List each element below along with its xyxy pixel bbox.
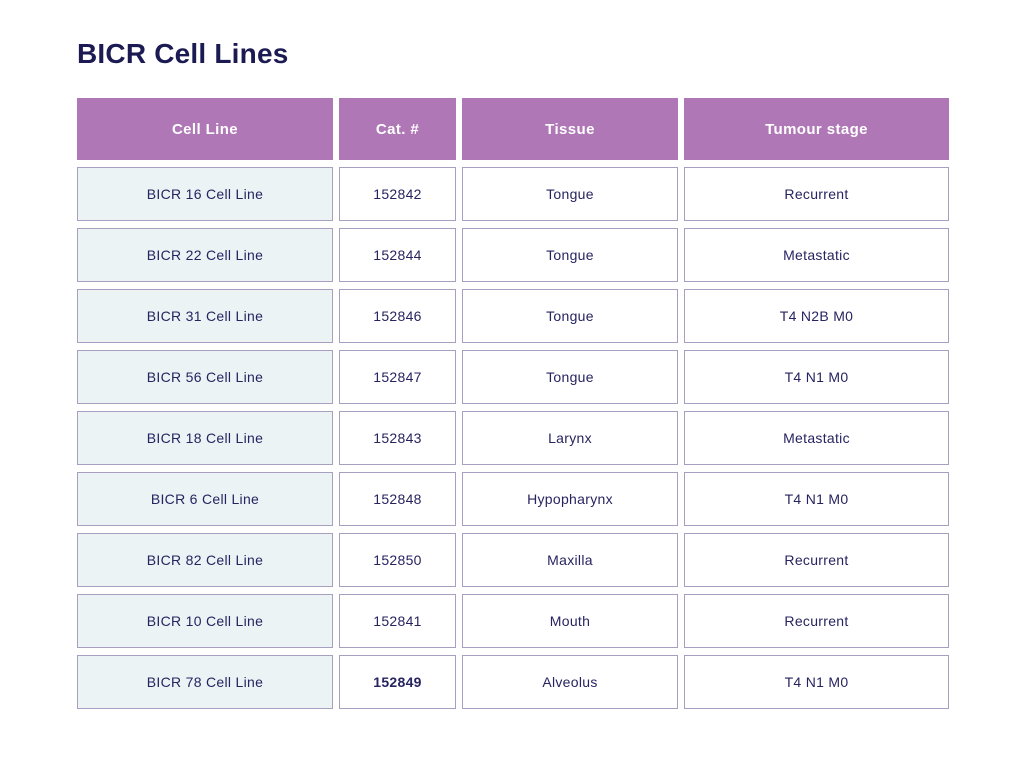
cell-tissue: Mouth — [462, 594, 678, 648]
cell-cell-line: BICR 16 Cell Line — [77, 167, 333, 221]
cell-cat-number: 152844 — [339, 228, 456, 282]
cell-tumour-stage: Metastatic — [684, 228, 949, 282]
cell-cell-line: BICR 22 Cell Line — [77, 228, 333, 282]
cell-cat-number: 152843 — [339, 411, 456, 465]
column-header-cat-number: Cat. # — [339, 98, 456, 160]
cell-cat-number: 152841 — [339, 594, 456, 648]
cell-cell-line: BICR 78 Cell Line — [77, 655, 333, 709]
cell-tissue: Hypopharynx — [462, 472, 678, 526]
cell-cell-line: BICR 82 Cell Line — [77, 533, 333, 587]
cell-cat-number: 152842 — [339, 167, 456, 221]
page-title: BICR Cell Lines — [77, 38, 289, 69]
cell-tumour-stage: Recurrent — [684, 533, 949, 587]
cell-tissue: Tongue — [462, 167, 678, 221]
cell-lines-table: Cell Line Cat. # Tissue Tumour stage BICR 16… — [77, 98, 949, 709]
cell-cat-number: 152846 — [339, 289, 456, 343]
cell-cell-line: BICR 18 Cell Line — [77, 411, 333, 465]
cell-tissue: Tongue — [462, 228, 678, 282]
cell-tumour-stage: T4 N1 M0 — [684, 655, 949, 709]
cell-cell-line: BICR 10 Cell Line — [77, 594, 333, 648]
cell-tumour-stage: Recurrent — [684, 167, 949, 221]
cell-tissue: Tongue — [462, 350, 678, 404]
column-header-tissue: Tissue — [462, 98, 678, 160]
cell-tumour-stage: Recurrent — [684, 594, 949, 648]
cell-cell-line: BICR 6 Cell Line — [77, 472, 333, 526]
cell-cat-number: 152848 — [339, 472, 456, 526]
cell-cat-number: 152847 — [339, 350, 456, 404]
cell-tumour-stage: T4 N1 M0 — [684, 472, 949, 526]
cell-cat-number: 152850 — [339, 533, 456, 587]
cell-tissue: Maxilla — [462, 533, 678, 587]
cell-cell-line: BICR 56 Cell Line — [77, 350, 333, 404]
cell-tumour-stage: T4 N2B M0 — [684, 289, 949, 343]
cell-tissue: Tongue — [462, 289, 678, 343]
cell-cat-number: 152849 — [339, 655, 456, 709]
column-header-tumour-stage: Tumour stage — [684, 98, 949, 160]
cell-cell-line: BICR 31 Cell Line — [77, 289, 333, 343]
cell-tumour-stage: T4 N1 M0 — [684, 350, 949, 404]
cell-tumour-stage: Metastatic — [684, 411, 949, 465]
column-header-cell-line: Cell Line — [77, 98, 333, 160]
cell-tissue: Alveolus — [462, 655, 678, 709]
cell-tissue: Larynx — [462, 411, 678, 465]
